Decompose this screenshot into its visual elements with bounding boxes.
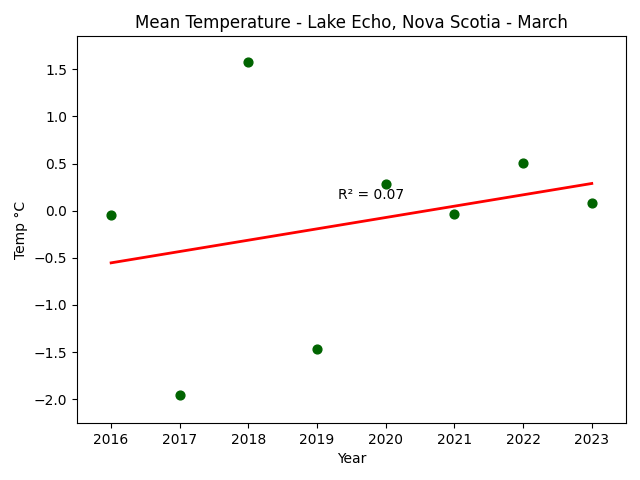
Point [106, 212, 116, 219]
Point [175, 391, 185, 398]
Point [381, 180, 391, 188]
Point [243, 58, 253, 66]
Point [587, 199, 597, 207]
Text: R² = 0.07: R² = 0.07 [338, 188, 404, 203]
Point [449, 211, 460, 218]
X-axis label: Year: Year [337, 452, 366, 466]
Point [312, 346, 322, 353]
Point [518, 159, 528, 167]
Title: Mean Temperature - Lake Echo, Nova Scotia - March: Mean Temperature - Lake Echo, Nova Scoti… [135, 14, 568, 32]
Y-axis label: Temp °C: Temp °C [14, 201, 28, 259]
